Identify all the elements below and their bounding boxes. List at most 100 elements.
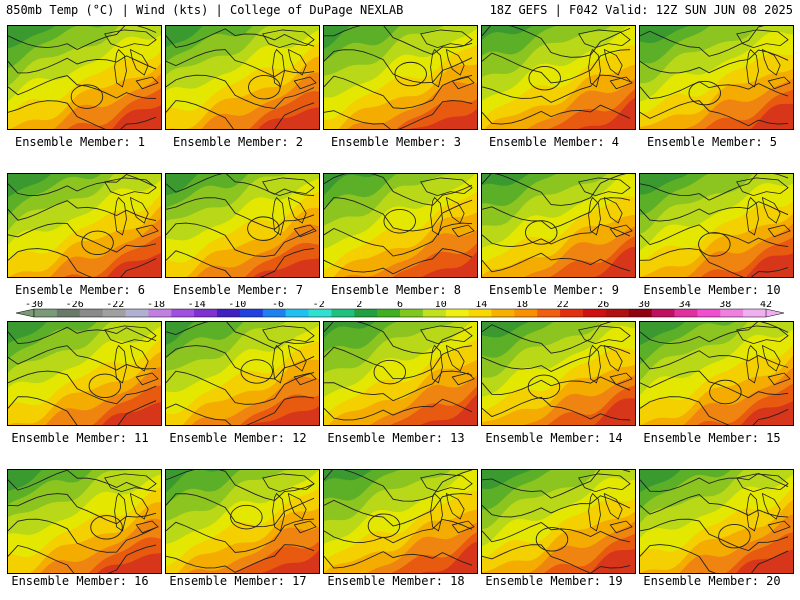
ensemble-label-1: Ensemble Member: 1	[14, 135, 146, 149]
colorbar-tick-label: -6	[272, 301, 284, 310]
height-contour	[482, 521, 631, 543]
ensemble-label-20: Ensemble Member: 20	[643, 574, 781, 588]
great-lakes-outline	[736, 177, 791, 238]
closed-low-contour	[81, 230, 114, 256]
ensemble-map-11	[7, 321, 162, 426]
height-contour	[324, 493, 473, 527]
height-contour	[640, 518, 789, 552]
ensemble-label-8: Ensemble Member: 8	[330, 283, 462, 297]
height-contour	[640, 370, 789, 399]
height-contour	[8, 544, 157, 573]
closed-low-contour	[240, 359, 273, 384]
height-contour	[482, 376, 631, 395]
height-contour	[640, 350, 789, 370]
height-contour	[324, 322, 473, 354]
colorbar-tick-label: -26	[66, 301, 84, 310]
colorbar-swatch	[79, 309, 103, 317]
colorbar-swatch	[377, 309, 401, 317]
ensemble-map-1	[7, 25, 162, 130]
height-contour	[482, 49, 631, 84]
colorbar-swatch	[560, 309, 584, 317]
ensemble-label-6: Ensemble Member: 6	[14, 283, 146, 297]
temperature-field-map	[324, 322, 477, 425]
colorbar-tick-label: -22	[106, 301, 124, 310]
great-lakes-outline	[262, 325, 317, 386]
colorbar-swatch	[422, 309, 447, 317]
closed-low-contour	[230, 504, 263, 530]
height-contour	[640, 396, 789, 425]
height-contour	[640, 201, 789, 222]
colorbar-swatch	[605, 309, 630, 317]
closed-low-contour	[90, 515, 123, 540]
temperature-field-map	[640, 470, 793, 573]
height-contour	[482, 345, 631, 373]
colorbar-tick-label: -2	[313, 301, 325, 310]
closed-low-contour	[367, 513, 401, 538]
great-lakes-outline	[262, 29, 317, 90]
colorbar-tick-label: 26	[597, 301, 609, 310]
height-contour	[166, 49, 315, 78]
ensemble-label-9: Ensemble Member: 9	[488, 283, 620, 297]
colorbar-swatch	[445, 309, 469, 317]
colorbar-tick-label: 2	[356, 301, 362, 310]
height-contour	[640, 248, 789, 277]
header-title: 850mb Temp (°C) | Wind (kts) | College o…	[6, 3, 404, 17]
great-lakes-outline	[736, 473, 791, 534]
ensemble-label-19: Ensemble Member: 19	[485, 574, 623, 588]
ensemble-label-4: Ensemble Member: 4	[488, 135, 620, 149]
temperature-field-map	[8, 322, 161, 425]
great-lakes-outline	[736, 325, 791, 386]
height-contour	[640, 322, 789, 345]
colorbar-swatch	[171, 309, 195, 317]
temperature-field-map	[166, 470, 319, 573]
ensemble-map-2	[165, 25, 320, 130]
height-contour	[166, 345, 315, 380]
ensemble-label-5: Ensemble Member: 5	[646, 135, 778, 149]
great-lakes-outline	[420, 177, 475, 238]
height-contour	[324, 470, 473, 502]
ensemble-map-10	[639, 173, 794, 278]
colorbar-swatch	[491, 309, 515, 317]
colorbar-swatch	[239, 309, 264, 317]
height-contour	[166, 74, 315, 109]
ensemble-map-12	[165, 321, 320, 426]
great-lakes-outline	[104, 473, 159, 534]
temperature-colorbar: -30 -26 -22 -18 -14 -10 -6 -2 2 6 10 14 18 22 26 30 34 38…	[14, 301, 786, 321]
height-contour	[324, 197, 473, 232]
temperature-field-map	[482, 174, 635, 277]
closed-low-contour	[688, 80, 721, 106]
ensemble-map-5	[639, 25, 794, 130]
ensemble-map-14	[481, 321, 636, 426]
height-contour	[640, 224, 789, 248]
height-contour	[640, 26, 765, 57]
closed-low-contour	[383, 209, 416, 234]
ensemble-label-18: Ensemble Member: 18	[327, 574, 465, 588]
ensemble-label-7: Ensemble Member: 7	[172, 283, 304, 297]
height-contour	[8, 200, 157, 222]
closed-low-contour	[373, 359, 407, 385]
height-contour	[166, 100, 315, 129]
closed-low-contour	[70, 84, 104, 109]
great-lakes-outline	[578, 177, 633, 238]
ensemble-map-7	[165, 173, 320, 278]
colorbar-swatch	[400, 309, 424, 317]
height-contour	[482, 252, 631, 273]
height-contour	[324, 222, 473, 257]
colorbar-swatch	[56, 309, 81, 317]
colorbar-graphic: -30 -26 -22 -18 -14 -10 -6 -2 2 6 10 14 18 22 26 30 34 38…	[15, 301, 785, 318]
temperature-field-map	[640, 322, 793, 425]
colorbar-min-arrow	[15, 308, 35, 318]
temperature-field-map	[166, 322, 319, 425]
height-contour	[166, 544, 315, 573]
height-contour	[166, 493, 315, 528]
ensemble-map-4	[481, 25, 636, 130]
height-contour	[8, 326, 157, 345]
colorbar-swatch	[102, 309, 126, 317]
height-contour	[8, 55, 157, 74]
colorbar-tick-label: 14	[475, 301, 487, 310]
height-contour	[8, 396, 157, 425]
height-contour	[8, 100, 157, 129]
height-contour	[166, 470, 315, 501]
colorbar-swatch	[651, 309, 675, 317]
colorbar-max-arrow	[765, 308, 785, 318]
